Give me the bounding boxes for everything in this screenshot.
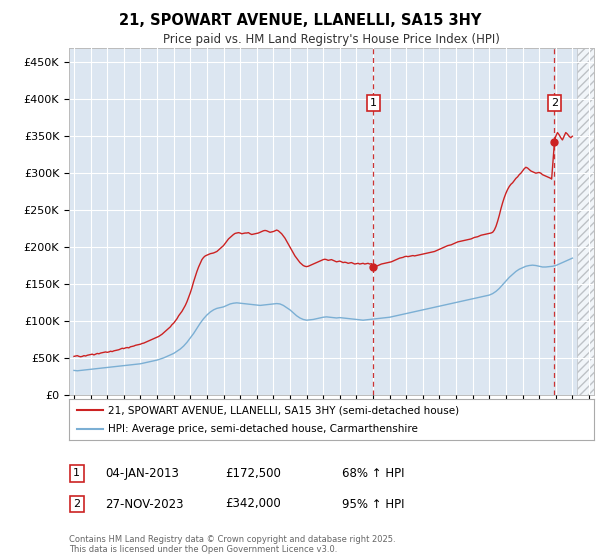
Text: 2: 2 <box>73 499 80 509</box>
Text: 1: 1 <box>73 468 80 478</box>
Bar <box>577 48 594 395</box>
Text: Contains HM Land Registry data © Crown copyright and database right 2025.
This d: Contains HM Land Registry data © Crown c… <box>69 535 395 554</box>
Text: £172,500: £172,500 <box>225 466 281 480</box>
Bar <box>577 48 594 395</box>
Text: 2: 2 <box>551 98 558 108</box>
Text: HPI: Average price, semi-detached house, Carmarthenshire: HPI: Average price, semi-detached house,… <box>109 424 418 433</box>
Text: £342,000: £342,000 <box>225 497 281 511</box>
Text: 95% ↑ HPI: 95% ↑ HPI <box>342 497 404 511</box>
Text: 27-NOV-2023: 27-NOV-2023 <box>105 497 184 511</box>
Text: 1: 1 <box>370 98 377 108</box>
Text: 21, SPOWART AVENUE, LLANELLI, SA15 3HY: 21, SPOWART AVENUE, LLANELLI, SA15 3HY <box>119 13 481 28</box>
Title: Price paid vs. HM Land Registry's House Price Index (HPI): Price paid vs. HM Land Registry's House … <box>163 34 500 46</box>
Text: 21, SPOWART AVENUE, LLANELLI, SA15 3HY (semi-detached house): 21, SPOWART AVENUE, LLANELLI, SA15 3HY (… <box>109 405 460 415</box>
Text: 04-JAN-2013: 04-JAN-2013 <box>105 466 179 480</box>
Text: 68% ↑ HPI: 68% ↑ HPI <box>342 466 404 480</box>
